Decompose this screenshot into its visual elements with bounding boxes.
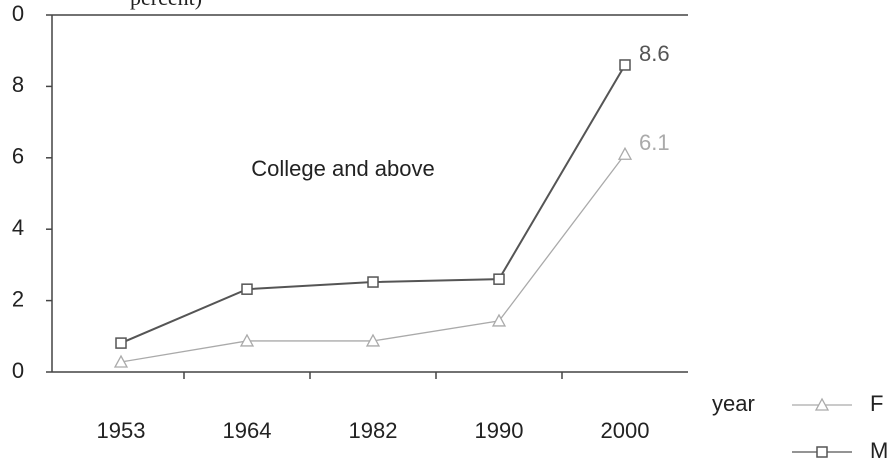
data-label: 6.1 bbox=[639, 130, 670, 155]
x-tick-label: 1953 bbox=[97, 418, 146, 443]
x-tick-label: 1982 bbox=[349, 418, 398, 443]
chart-title: percent) bbox=[130, 0, 202, 10]
marker bbox=[113, 354, 129, 368]
x-tick-label: 1964 bbox=[223, 418, 272, 443]
y-tick-label: 0 bbox=[12, 1, 24, 26]
marker bbox=[814, 397, 830, 411]
annotation: College and above bbox=[251, 156, 434, 181]
y-tick-label: 2 bbox=[12, 286, 24, 311]
marker bbox=[239, 333, 255, 347]
marker bbox=[816, 446, 828, 458]
series-line bbox=[120, 153, 626, 363]
marker bbox=[491, 313, 507, 327]
data-label: 8.6 bbox=[639, 41, 670, 66]
x-tick-label: 2000 bbox=[601, 418, 650, 443]
y-tick-label: 0 bbox=[12, 358, 24, 383]
series-line bbox=[120, 64, 626, 345]
marker bbox=[617, 146, 633, 160]
marker bbox=[115, 337, 127, 349]
x-tick-label: 1990 bbox=[475, 418, 524, 443]
marker bbox=[619, 59, 631, 71]
marker bbox=[241, 283, 253, 295]
y-tick-label: 6 bbox=[12, 144, 24, 169]
marker bbox=[365, 333, 381, 347]
legend-label: F bbox=[870, 391, 883, 416]
y-tick-label: 4 bbox=[12, 215, 24, 240]
marker bbox=[493, 273, 505, 285]
y-tick-label: 8 bbox=[12, 72, 24, 97]
x-axis-label: year bbox=[712, 391, 755, 416]
marker bbox=[367, 276, 379, 288]
legend-label: M bbox=[870, 438, 888, 461]
